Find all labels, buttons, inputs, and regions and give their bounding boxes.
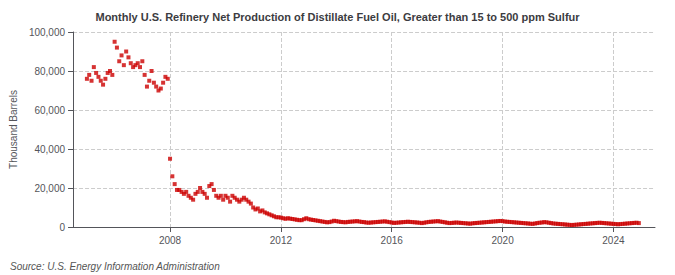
svg-text:20,000: 20,000	[34, 183, 65, 194]
svg-text:2008: 2008	[159, 235, 182, 246]
svg-text:60,000: 60,000	[34, 105, 65, 116]
svg-text:Monthly U.S. Refinery Net Prod: Monthly U.S. Refinery Net Production of …	[95, 11, 580, 23]
svg-text:Source: U.S. Energy Informatio: Source: U.S. Energy Information Administ…	[10, 261, 220, 272]
svg-text:Thousand Barrels: Thousand Barrels	[8, 90, 19, 169]
svg-text:80,000: 80,000	[34, 66, 65, 77]
svg-text:2020: 2020	[491, 235, 514, 246]
svg-text:2016: 2016	[381, 235, 404, 246]
svg-text:0: 0	[59, 222, 65, 233]
svg-text:100,000: 100,000	[29, 27, 66, 38]
svg-text:2012: 2012	[270, 235, 293, 246]
svg-text:2024: 2024	[602, 235, 625, 246]
svg-text:40,000: 40,000	[34, 144, 65, 155]
